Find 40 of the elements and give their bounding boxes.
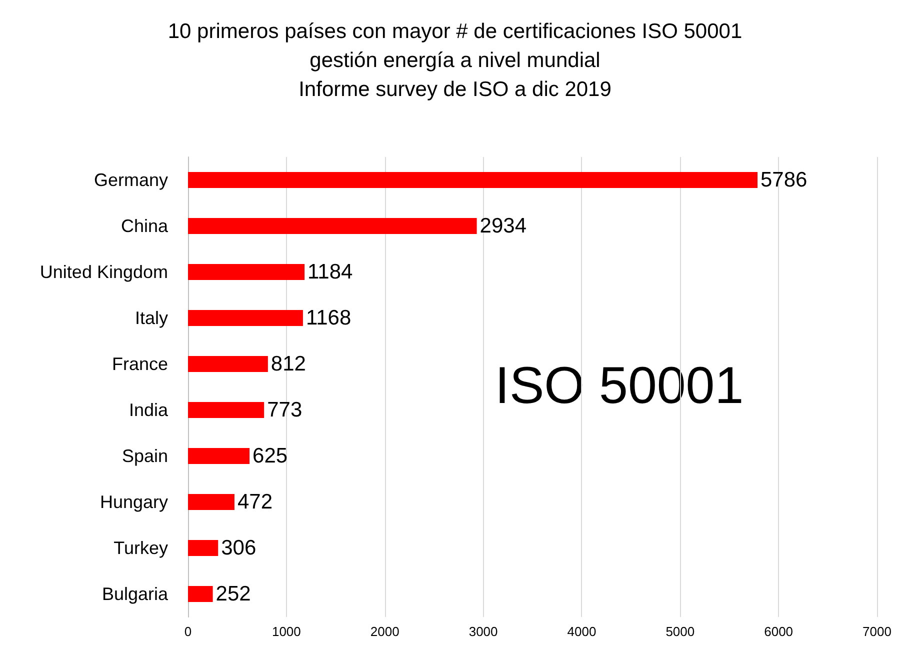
y-tick-label: Turkey — [114, 538, 168, 558]
data-label: 1184 — [308, 260, 354, 284]
y-tick-label: Bulgaria — [102, 584, 169, 604]
y-tick-label: Italy — [134, 308, 168, 328]
data-label: 252 — [216, 582, 251, 606]
bar — [188, 494, 234, 510]
y-tick-label: France — [112, 354, 168, 374]
bar — [188, 356, 268, 372]
chart-title: 10 primeros países con mayor # de certificaciones ISO 50001 gestión energía a nivel mundial Informe survey de ISO a dic 2019 — [168, 20, 742, 101]
bar — [188, 448, 250, 464]
y-tick-label: China — [120, 216, 169, 236]
data-label: 625 — [252, 444, 288, 468]
y-tick-label: Germany — [94, 170, 168, 190]
x-tick-label: 5000 — [666, 624, 695, 639]
bar — [188, 310, 303, 326]
bar — [188, 402, 264, 418]
x-tick-label: 4000 — [567, 624, 596, 639]
data-label: 2934 — [480, 214, 527, 238]
annotation: ISO 50001 — [495, 357, 744, 415]
x-tick-label: 0 — [184, 624, 192, 639]
data-label: 5786 — [760, 168, 808, 192]
bar — [188, 264, 305, 280]
bar — [188, 172, 758, 188]
x-tick-label: 1000 — [272, 624, 301, 639]
data-label: 1168 — [306, 306, 352, 330]
bar — [188, 540, 218, 556]
x-tick-label: 2000 — [370, 624, 400, 639]
bar — [188, 218, 477, 234]
x-tick-label: 7000 — [862, 624, 892, 639]
data-label: 773 — [267, 398, 302, 422]
y-tick-label: United Kingdom — [40, 262, 168, 282]
x-tick-label: 3000 — [468, 624, 498, 639]
data-label: 472 — [237, 490, 273, 514]
data-label: 812 — [270, 352, 306, 376]
y-tick-label: Hungary — [100, 492, 168, 512]
x-tick-label: 6000 — [764, 624, 794, 639]
bar — [188, 586, 213, 602]
data-label: 306 — [221, 536, 256, 560]
y-tick-label: Spain — [122, 446, 168, 466]
y-tick-label: India — [128, 400, 169, 420]
